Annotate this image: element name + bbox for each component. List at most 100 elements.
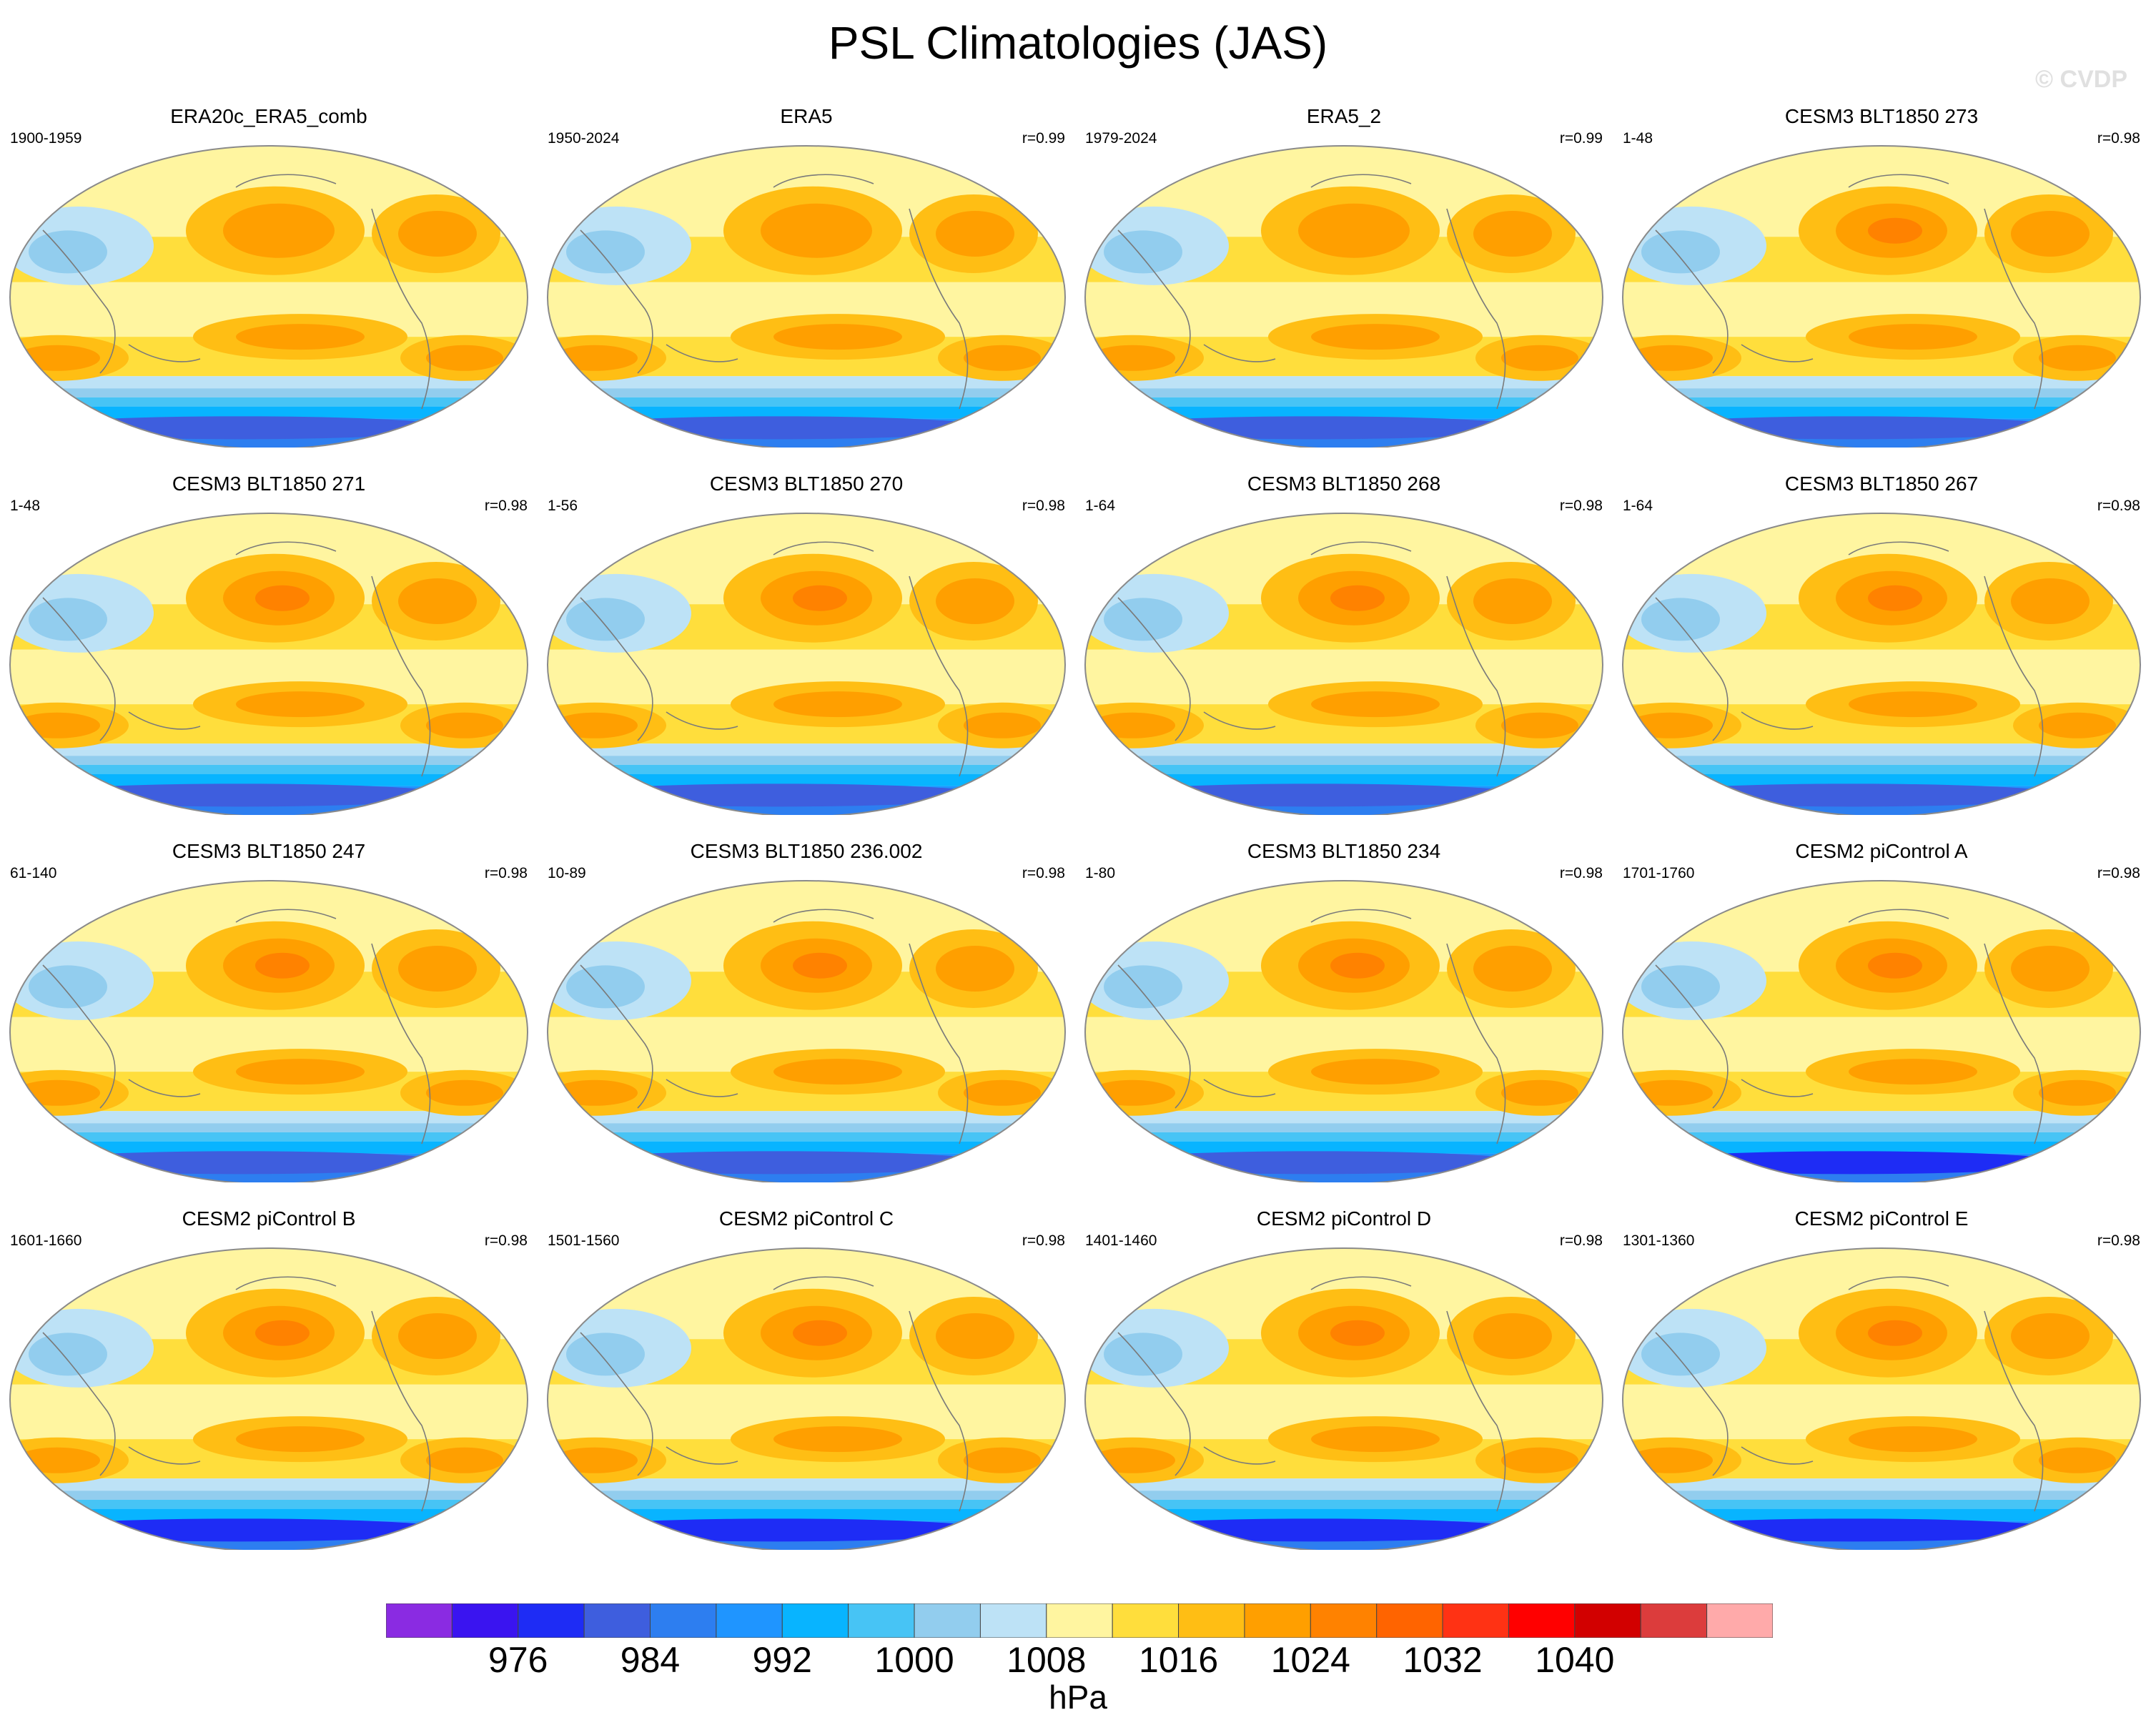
map-globe: [547, 513, 1066, 815]
panel-title: CESM3 BLT1850 267: [1784, 473, 1979, 495]
coastline: [1310, 174, 1412, 188]
map-panel: CESM3 BLT1850 234 1-80 r=0.98: [1075, 839, 1613, 1182]
map-globe: [9, 1247, 528, 1550]
panel-correlation: r=0.98: [484, 865, 528, 881]
map-panel: ERA5_2 1979-2024 r=0.99: [1075, 104, 1613, 448]
coastline: [1446, 575, 1506, 777]
panel-title: ERA5: [780, 105, 833, 127]
globe-outline: [1622, 880, 2141, 1182]
panel-title: CESM3 BLT1850 268: [1247, 473, 1441, 495]
colorbar-swatch: [1376, 1603, 1443, 1638]
colorbar-swatch: [848, 1603, 915, 1638]
panel-title: CESM2 piControl E: [1794, 1207, 1969, 1230]
map-panel: CESM3 BLT1850 236.002 10-89 r=0.98: [538, 839, 1075, 1182]
coastline: [235, 174, 337, 188]
panel-correlation: r=0.98: [1022, 1232, 1065, 1249]
panel-years: 1-64: [1085, 498, 1116, 514]
coastline: [128, 711, 201, 730]
map-globe: [1622, 513, 2141, 815]
colorbar-swatch: [716, 1603, 783, 1638]
globe-outline: [1084, 1247, 1603, 1550]
globe-outline: [547, 145, 1066, 448]
map-globe: [547, 145, 1066, 448]
coastline: [1117, 964, 1191, 1109]
panel-years: 1-64: [1623, 498, 1653, 514]
colorbar-swatch: [1046, 1603, 1113, 1638]
map-panel: CESM2 piControl C 1501-1560 r=0.98: [538, 1207, 1075, 1550]
panel-title: CESM3 BLT1850 234: [1247, 840, 1441, 862]
globe-outline: [9, 880, 528, 1182]
colorbar-swatch: [1244, 1603, 1311, 1638]
coastline: [1203, 1446, 1276, 1465]
coastline: [1446, 1310, 1506, 1512]
panel-title: ERA20c_ERA5_comb: [170, 105, 367, 127]
colorbar-swatch: [1442, 1603, 1509, 1638]
map-panel: CESM2 piControl A 1701-1760 r=0.98: [1613, 839, 2150, 1182]
colorbar-swatch: [386, 1603, 453, 1638]
map-panel: ERA20c_ERA5_comb 1900-1959: [0, 104, 538, 448]
panel-years: 1701-1760: [1623, 865, 1695, 881]
map-globe: [547, 1247, 1066, 1550]
coastline: [909, 208, 969, 410]
colorbar: [386, 1603, 1773, 1638]
coastline: [1741, 344, 1814, 362]
coastline: [235, 909, 337, 923]
map-panel: CESM2 piControl B 1601-1660 r=0.98: [0, 1207, 538, 1550]
map-globe: [9, 513, 528, 815]
coastline: [666, 1446, 738, 1465]
globe-outline: [1084, 880, 1603, 1182]
coastline: [580, 229, 653, 374]
globe-outline: [9, 1247, 528, 1550]
panel-correlation: r=0.98: [484, 498, 528, 514]
coastline: [1655, 1332, 1729, 1476]
globe-outline: [9, 145, 528, 448]
coastline: [1203, 1079, 1276, 1097]
coastline: [580, 1332, 653, 1476]
colorbar-tick-label: 1040: [1535, 1640, 1615, 1680]
colorbar-swatch: [1508, 1603, 1576, 1638]
coastline: [580, 964, 653, 1109]
panel-title: CESM2 piControl D: [1256, 1207, 1432, 1230]
coastline: [1848, 541, 1949, 555]
panel-correlation: r=0.98: [1559, 1232, 1603, 1249]
map-globe: [1084, 1247, 1603, 1550]
panel-correlation: r=0.98: [1022, 498, 1065, 514]
panel-years: 1301-1360: [1623, 1232, 1695, 1249]
colorbar-swatch: [1112, 1603, 1180, 1638]
panel-years: 1601-1660: [10, 1232, 82, 1249]
colorbar-swatch: [583, 1603, 651, 1638]
panel-years: 10-89: [548, 865, 586, 881]
globe-outline: [1622, 513, 2141, 815]
coastline: [773, 541, 874, 555]
colorbar-swatch: [1310, 1603, 1378, 1638]
colorbar-tick-label: 976: [488, 1640, 548, 1680]
globe-outline: [1084, 513, 1603, 815]
coastline: [1446, 943, 1506, 1145]
coastline: [128, 1079, 201, 1097]
colorbar-tick-label: 1000: [874, 1640, 954, 1680]
map-globe: [9, 145, 528, 448]
panel-years: 1979-2024: [1085, 130, 1157, 147]
panel-years: 1-56: [548, 498, 578, 514]
coastline: [235, 541, 337, 555]
colorbar-swatch: [451, 1603, 519, 1638]
panel-title: CESM3 BLT1850 273: [1784, 105, 1979, 127]
coastline: [909, 943, 969, 1145]
map-globe: [547, 880, 1066, 1182]
watermark: © CVDP: [2035, 66, 2127, 93]
panel-years: 1900-1959: [10, 130, 82, 147]
panel-title: CESM2 piControl B: [182, 1207, 356, 1230]
globe-outline: [547, 880, 1066, 1182]
globe-outline: [1622, 1247, 2141, 1550]
map-globe: [1622, 1247, 2141, 1550]
coastline: [1984, 575, 2044, 777]
panel-title: CESM3 BLT1850 270: [709, 473, 904, 495]
panel-title: CESM2 piControl A: [1795, 840, 1968, 862]
colorbar-tick-label: 1032: [1403, 1640, 1483, 1680]
coastline: [1203, 344, 1276, 362]
coastline: [1446, 208, 1506, 410]
coastline: [1848, 909, 1949, 923]
panel-correlation: r=0.98: [484, 1232, 528, 1249]
colorbar-swatch: [650, 1603, 717, 1638]
globe-outline: [547, 1247, 1066, 1550]
